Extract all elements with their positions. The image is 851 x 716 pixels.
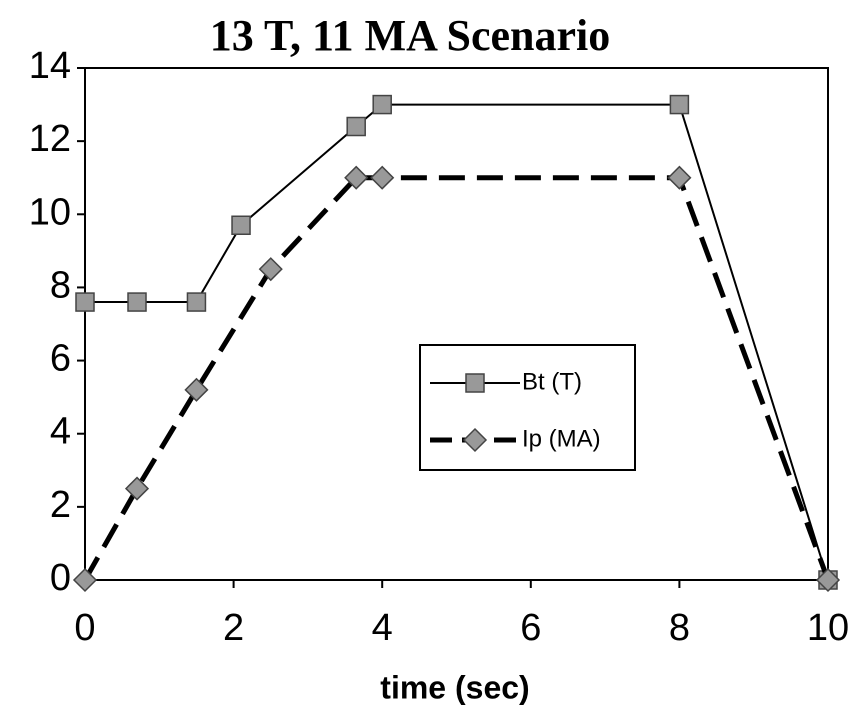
chart-title: 13 T, 11 MA Scenario bbox=[210, 11, 611, 60]
marker bbox=[127, 292, 147, 312]
y-tick-label: 6 bbox=[50, 338, 71, 380]
x-axis-label: time (sec) bbox=[380, 669, 529, 705]
plot-frame bbox=[84, 67, 829, 581]
y-tick-label: 8 bbox=[50, 264, 71, 306]
x-tick-label: 2 bbox=[223, 607, 244, 649]
y-tick-label: 4 bbox=[50, 411, 71, 453]
marker bbox=[667, 165, 692, 190]
marker bbox=[184, 377, 209, 402]
series-line bbox=[82, 175, 831, 582]
marker bbox=[346, 116, 366, 137]
legend-label: Ip (MA) bbox=[522, 425, 601, 452]
x-tick-label: 8 bbox=[669, 607, 690, 649]
legend-label: Bt (T) bbox=[522, 368, 582, 395]
marker bbox=[815, 567, 841, 593]
marker bbox=[72, 567, 98, 593]
legend-marker bbox=[465, 373, 485, 393]
marker bbox=[370, 165, 395, 190]
y-tick-label: 2 bbox=[50, 484, 71, 526]
marker bbox=[231, 215, 251, 236]
marker bbox=[258, 257, 283, 282]
x-tick-label: 0 bbox=[74, 607, 95, 649]
marker bbox=[372, 94, 392, 115]
x-tick-label: 10 bbox=[807, 607, 849, 649]
series-line bbox=[85, 103, 829, 581]
y-tick-label: 14 bbox=[29, 45, 71, 87]
marker bbox=[669, 94, 690, 115]
marker bbox=[344, 165, 369, 190]
marker bbox=[124, 476, 150, 501]
legend-box bbox=[419, 344, 636, 471]
legend-marker bbox=[462, 427, 488, 453]
marker bbox=[186, 292, 207, 312]
x-tick-label: 4 bbox=[372, 607, 393, 649]
y-tick-label: 10 bbox=[29, 191, 71, 233]
marker bbox=[75, 292, 95, 312]
x-tick-label: 6 bbox=[520, 607, 541, 649]
y-tick-label: 0 bbox=[50, 557, 71, 599]
y-tick-label: 12 bbox=[29, 118, 71, 160]
